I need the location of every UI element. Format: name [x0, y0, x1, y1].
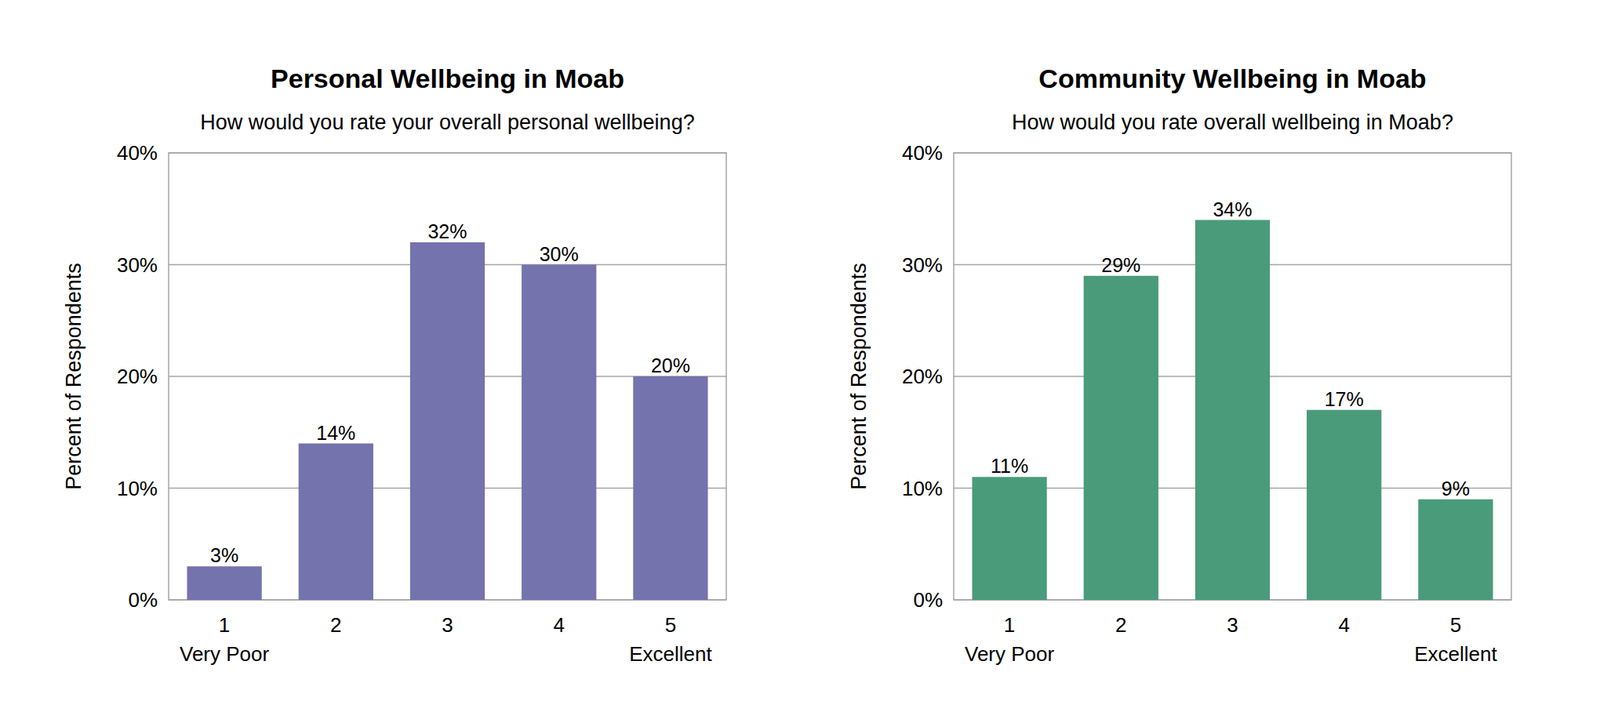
x-tick-line: 3 — [1226, 613, 1238, 637]
bar — [1306, 410, 1382, 600]
bar — [971, 476, 1047, 600]
x-tick-line: 5 — [665, 613, 677, 637]
y-tick-label: 0% — [127, 588, 158, 612]
data-label: 30% — [539, 243, 579, 266]
y-tick-label: 20% — [116, 364, 158, 389]
y-tick-label: 30% — [116, 253, 158, 277]
x-tick-label: 2 — [1115, 613, 1127, 637]
x-tick-line: 1 — [218, 613, 230, 637]
title: Community Wellbeing in Moab — [1038, 63, 1426, 94]
chart: Community Wellbeing in Moab How would you… — [847, 63, 1512, 666]
x-tick-line: 1 — [1003, 613, 1015, 637]
data-label: 29% — [1101, 254, 1141, 277]
bar — [632, 376, 708, 600]
data-label: 3% — [210, 544, 239, 567]
x-tick-line: Excellent — [1414, 642, 1498, 666]
data-label: 34% — [1212, 198, 1252, 221]
bar — [298, 443, 374, 601]
bar — [521, 265, 597, 601]
y-tick-label: 0% — [912, 588, 943, 612]
data-label: 14% — [316, 421, 356, 444]
data-label: 32% — [427, 220, 467, 243]
chart: Personal Wellbeing in Moab How would you … — [61, 63, 727, 666]
y-tick-label: 40% — [116, 141, 158, 165]
x-tick-label: 3 — [1226, 613, 1238, 637]
plot-frame — [953, 152, 1512, 600]
bar — [1083, 276, 1159, 600]
x-tick-label: 1 Very Poor — [964, 613, 1055, 666]
bars — [186, 242, 708, 600]
x-tick-line: 4 — [1338, 613, 1350, 637]
x-tick-line: Excellent — [629, 642, 713, 666]
x-tick-label: 4 — [552, 613, 564, 637]
x-tick-line: Very Poor — [179, 642, 270, 666]
x-tick-line: Very Poor — [964, 642, 1055, 666]
y-tick-label: 30% — [901, 253, 943, 277]
x-tick-label: 5 Excellent — [1414, 613, 1498, 666]
bar — [410, 242, 485, 600]
x-tick-label: 2 — [330, 613, 342, 637]
y-axis-label: Percent of Respondents — [61, 262, 86, 491]
figure: Personal Wellbeing in Moab How would you … — [0, 0, 1600, 712]
plot-frame — [168, 152, 727, 600]
x-tick-label: 4 — [1338, 613, 1350, 637]
y-tick-label: 10% — [116, 476, 158, 501]
x-tick-line: 4 — [552, 613, 564, 637]
bar — [186, 566, 262, 600]
x-tick-label: 3 — [441, 613, 453, 637]
y-tick-label: 10% — [901, 476, 943, 501]
y-tick-label: 20% — [901, 364, 943, 389]
x-tick-label: 1 Very Poor — [179, 613, 270, 666]
data-label: 11% — [990, 454, 1029, 477]
x-tick-line: 2 — [330, 613, 342, 637]
x-tick-line: 3 — [441, 613, 453, 637]
bar — [1195, 220, 1270, 601]
data-label: 9% — [1441, 477, 1470, 500]
x-tick-label: 5 Excellent — [629, 613, 713, 666]
subtitle: How would you rate overall wellbeing in … — [1011, 110, 1454, 135]
data-label: 20% — [650, 354, 691, 377]
data-label: 17% — [1324, 388, 1364, 411]
subtitle: How would you rate your overall personal… — [200, 110, 695, 135]
x-tick-line: 2 — [1115, 613, 1127, 637]
bar — [1418, 499, 1493, 600]
title: Personal Wellbeing in Moab — [270, 63, 625, 94]
y-axis-label: Percent of Respondents — [847, 262, 871, 491]
y-tick-label: 40% — [901, 141, 943, 165]
bars — [971, 220, 1493, 601]
x-tick-line: 5 — [1450, 613, 1462, 637]
